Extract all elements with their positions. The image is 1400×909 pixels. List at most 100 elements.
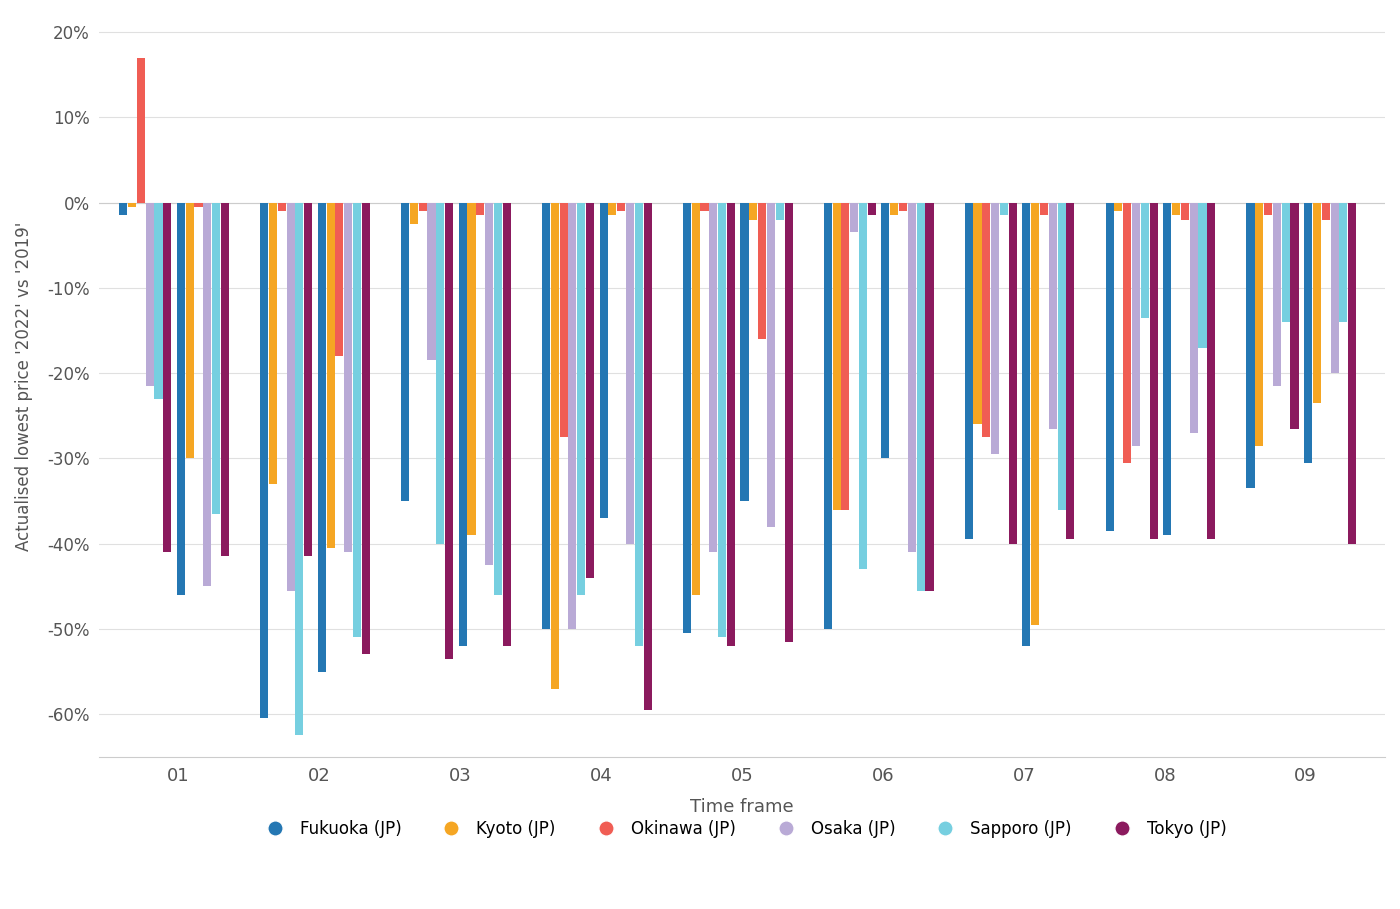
Bar — [767, 203, 776, 526]
Bar — [336, 203, 343, 356]
Bar — [550, 203, 559, 689]
Bar — [1022, 203, 1030, 646]
Bar — [484, 203, 493, 565]
Bar — [860, 203, 867, 569]
Bar — [1348, 203, 1357, 544]
Bar — [823, 203, 832, 629]
Bar — [127, 203, 136, 207]
Bar — [459, 203, 466, 646]
Bar — [1322, 203, 1330, 220]
Bar — [1246, 203, 1254, 488]
Bar — [361, 203, 370, 654]
Bar — [326, 203, 335, 548]
Bar — [1264, 203, 1273, 215]
Bar — [850, 203, 858, 233]
Bar — [692, 203, 700, 594]
Bar — [1198, 203, 1207, 347]
Bar — [195, 203, 203, 207]
Bar — [587, 203, 594, 578]
Bar — [410, 203, 419, 224]
Bar — [221, 203, 230, 556]
Bar — [445, 203, 454, 659]
Bar — [1133, 203, 1140, 445]
Bar — [1040, 203, 1049, 215]
Bar — [917, 203, 925, 591]
Bar — [260, 203, 269, 718]
Bar — [1000, 203, 1008, 215]
Bar — [784, 203, 792, 642]
Bar — [1281, 203, 1289, 322]
Y-axis label: Actualised lowest price '2022' vs '2019': Actualised lowest price '2022' vs '2019' — [15, 221, 34, 551]
Bar — [494, 203, 503, 594]
Bar — [119, 203, 127, 215]
Bar — [626, 203, 634, 544]
Bar — [154, 203, 162, 399]
Bar — [318, 203, 326, 672]
Bar — [577, 203, 585, 594]
Bar — [1273, 203, 1281, 386]
Bar — [899, 203, 907, 211]
Bar — [983, 203, 990, 437]
Bar — [1190, 203, 1198, 433]
Bar — [437, 203, 444, 544]
Bar — [617, 203, 626, 211]
Bar — [568, 203, 577, 629]
Bar — [1008, 203, 1016, 544]
Bar — [269, 203, 277, 484]
Bar — [400, 203, 409, 501]
Bar — [476, 203, 484, 215]
Bar — [1163, 203, 1172, 535]
Bar — [718, 203, 727, 637]
Bar — [776, 203, 784, 220]
Bar — [304, 203, 312, 556]
Bar — [727, 203, 735, 646]
Bar — [907, 203, 916, 552]
Bar — [609, 203, 616, 215]
Bar — [176, 203, 185, 594]
Bar — [741, 203, 749, 501]
Bar — [833, 203, 840, 510]
Bar — [287, 203, 294, 591]
Bar — [841, 203, 850, 510]
Bar — [137, 57, 146, 203]
Bar — [295, 203, 304, 735]
Bar — [146, 203, 154, 386]
X-axis label: Time frame: Time frame — [690, 798, 794, 816]
Bar — [965, 203, 973, 539]
Bar — [1256, 203, 1263, 445]
Legend: Fukuoka (JP), Kyoto (JP), Okinawa (JP), Osaka (JP), Sapporo (JP), Tokyo (JP): Fukuoka (JP), Kyoto (JP), Okinawa (JP), … — [251, 814, 1233, 844]
Bar — [1067, 203, 1074, 539]
Bar — [749, 203, 757, 220]
Bar — [186, 203, 193, 458]
Bar — [1057, 203, 1065, 510]
Bar — [344, 203, 353, 552]
Bar — [882, 203, 889, 458]
Bar — [634, 203, 643, 646]
Bar — [1180, 203, 1189, 220]
Bar — [1340, 203, 1347, 322]
Bar — [164, 203, 171, 552]
Bar — [203, 203, 211, 586]
Bar — [560, 203, 567, 437]
Bar — [599, 203, 608, 518]
Bar — [1141, 203, 1149, 317]
Bar — [1330, 203, 1338, 373]
Bar — [468, 203, 476, 535]
Bar — [419, 203, 427, 211]
Bar — [542, 203, 550, 629]
Bar — [353, 203, 361, 637]
Bar — [710, 203, 717, 552]
Bar — [868, 203, 876, 215]
Bar — [1291, 203, 1299, 428]
Bar — [1030, 203, 1039, 624]
Bar — [683, 203, 692, 634]
Bar — [973, 203, 981, 425]
Bar — [1049, 203, 1057, 428]
Bar — [427, 203, 435, 360]
Bar — [1149, 203, 1158, 539]
Bar — [277, 203, 286, 211]
Bar — [1106, 203, 1113, 531]
Bar — [757, 203, 766, 339]
Bar — [644, 203, 651, 710]
Bar — [1123, 203, 1131, 463]
